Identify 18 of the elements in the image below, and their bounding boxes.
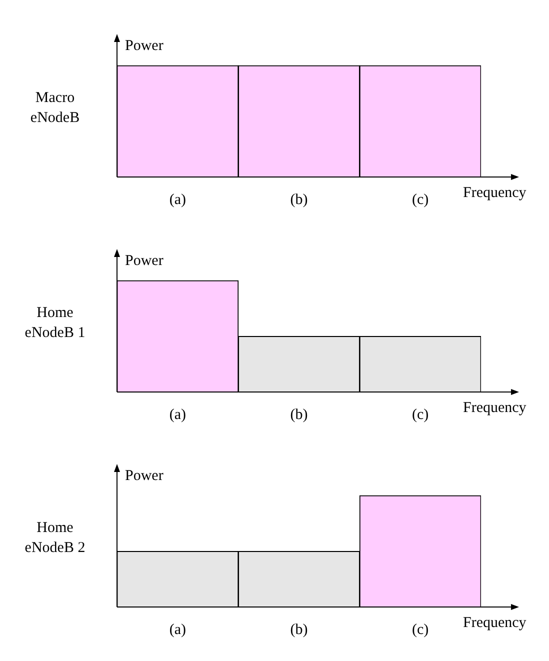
x-tick-label: (a): [169, 406, 186, 423]
x-tick-label: (b): [290, 192, 308, 208]
text: Home eNodeB 1: [24, 304, 86, 342]
x-axis-title: Frequency: [463, 400, 527, 416]
text: Home eNodeB 2: [24, 518, 86, 558]
x-axis-title: Frequency: [463, 614, 527, 631]
y-axis-title: Power: [125, 38, 164, 54]
x-tick-label: (c): [412, 192, 429, 208]
y-axis-title: Power: [125, 468, 164, 484]
y-axis-title: Power: [125, 252, 164, 269]
x-tick-label: (a): [169, 192, 186, 208]
x-tick-label: (b): [290, 406, 308, 423]
text: Macro eNodeB: [29, 88, 81, 128]
x-tick-label: (a): [169, 622, 186, 638]
x-tick-label: (c): [412, 622, 429, 638]
x-tick-label: (c): [412, 406, 429, 423]
x-axis-title: Frequency: [463, 184, 527, 201]
x-tick-label: (b): [290, 622, 308, 638]
